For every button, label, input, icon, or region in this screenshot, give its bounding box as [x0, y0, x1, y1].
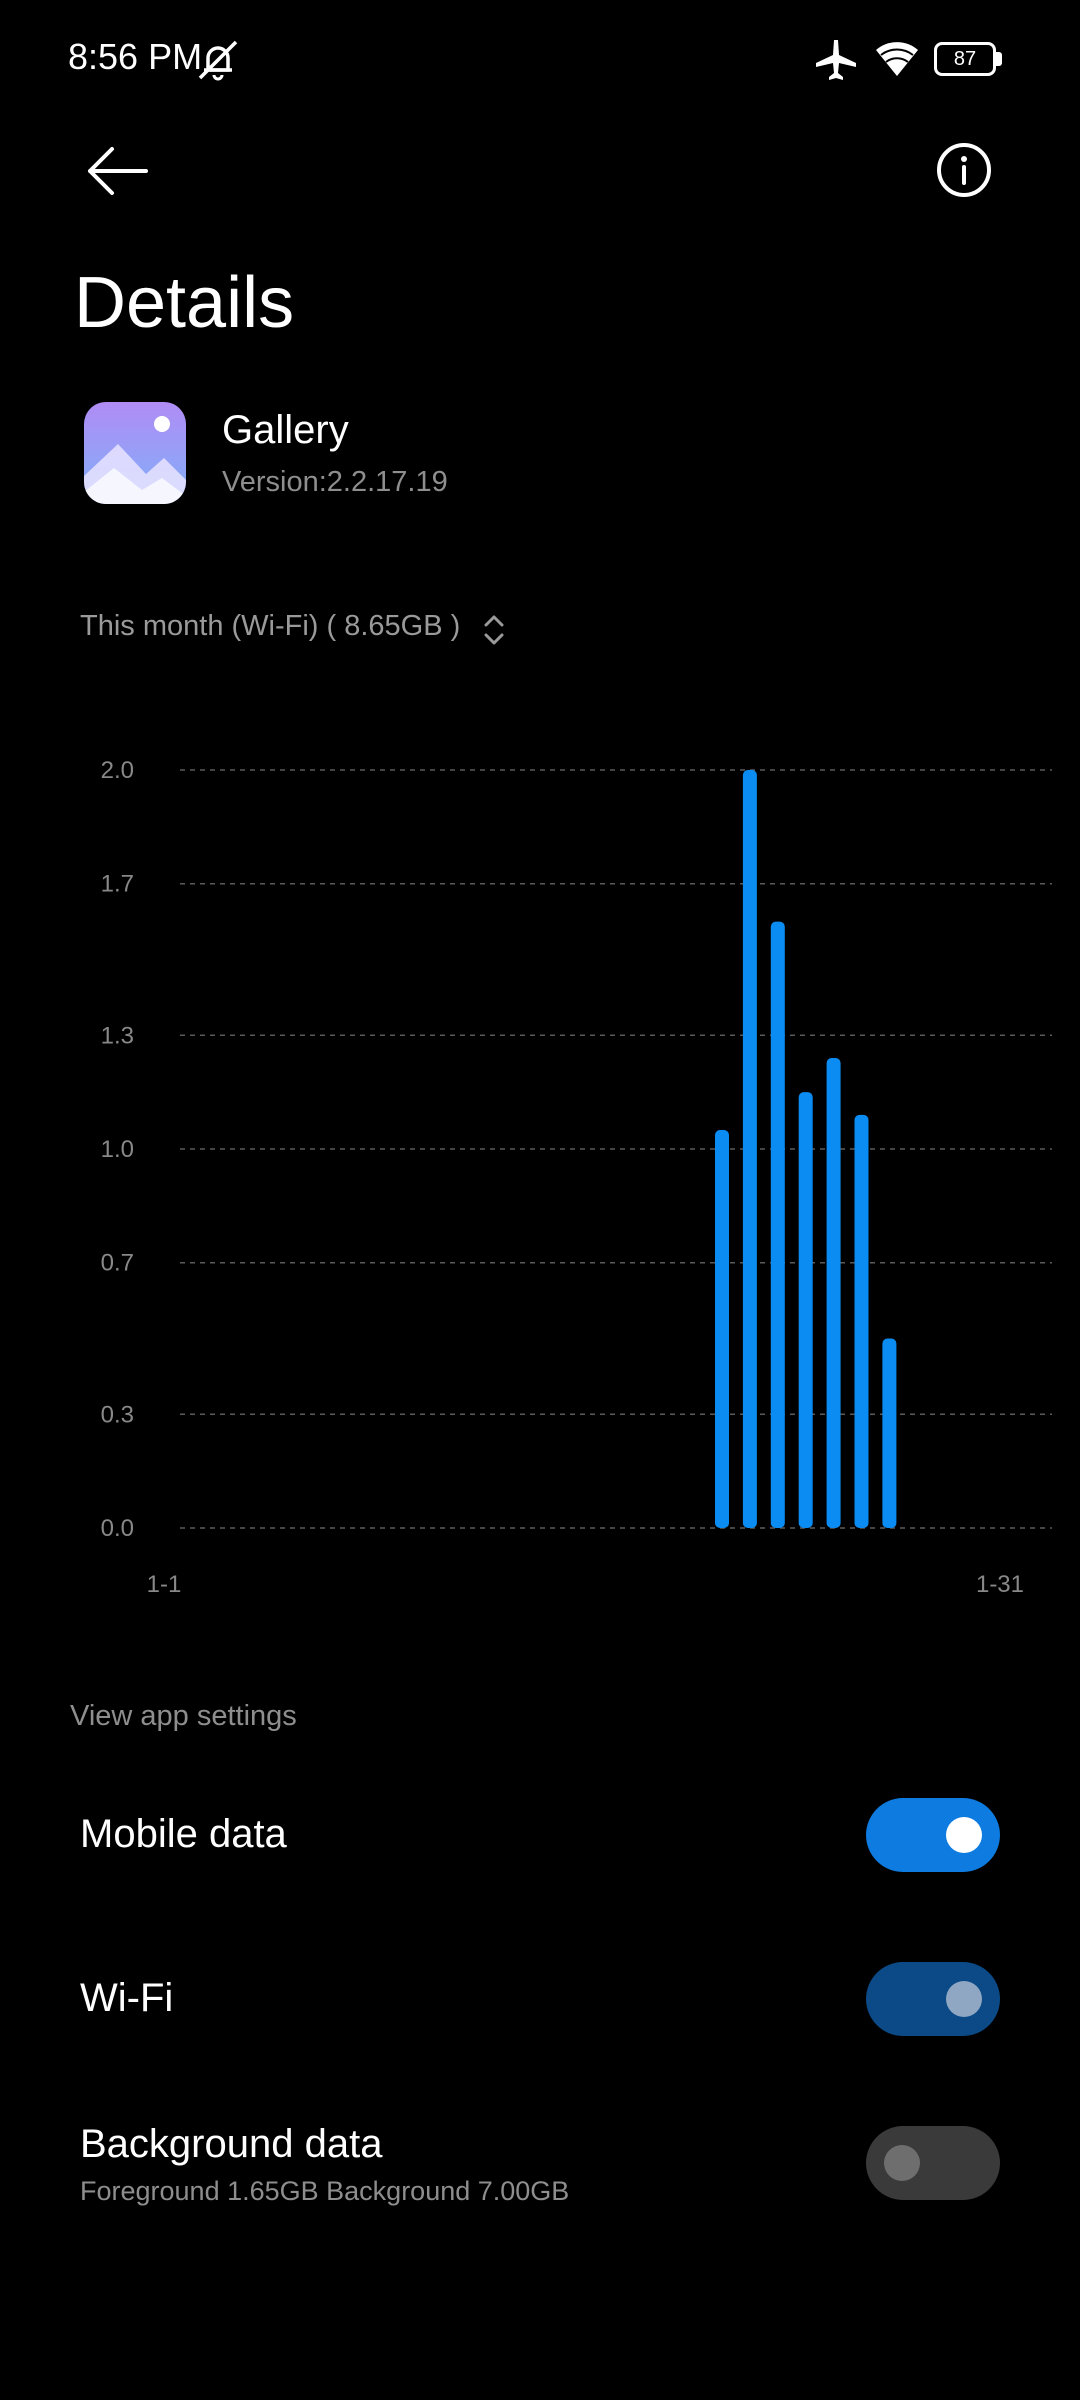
mobile-data-toggle[interactable] [866, 1798, 1000, 1872]
y-tick-label: 1.0 [101, 1136, 134, 1163]
usage-bar [770, 921, 785, 1528]
toggle-knob [946, 1981, 982, 2017]
y-tick-label: 0.3 [101, 1401, 134, 1428]
airplane-icon [816, 40, 856, 80]
info-icon[interactable] [936, 142, 992, 198]
mobile-data-label: Mobile data [80, 1812, 287, 1856]
page-title: Details [74, 263, 295, 343]
usage-bar [826, 1058, 841, 1528]
y-tick-label: 1.7 [101, 871, 134, 898]
wifi-toggle[interactable] [866, 1962, 1000, 2036]
battery-level: 87 [953, 48, 977, 70]
bell-muted-icon [198, 40, 238, 81]
toggle-knob [946, 1817, 982, 1853]
back-arrow-icon[interactable] [84, 140, 150, 202]
background-data-label: Background data [80, 2122, 383, 2166]
x-tick-label: 1-1 [147, 1571, 182, 1598]
background-data-toggle[interactable] [866, 2126, 1000, 2200]
expand-arrows-icon [484, 615, 504, 645]
y-tick-label: 2.0 [101, 757, 134, 784]
wifi-icon [876, 42, 918, 76]
app-name: Gallery [222, 408, 349, 452]
usage-bar [715, 1130, 729, 1528]
x-tick-label: 1-31 [976, 1571, 1024, 1598]
usage-chart: 0.0 0.3 0.7 1.0 1.3 1.7 2.0 1-1 1-31 [101, 757, 1052, 1598]
app-version: Version:2.2.17.19 [222, 466, 448, 498]
view-app-settings-link[interactable]: View app settings [70, 1700, 297, 1732]
wifi-label: Wi-Fi [80, 1976, 174, 2020]
background-data-sub: Foreground 1.65GB Background 7.00GB [80, 2176, 570, 2206]
usage-bar [882, 1338, 897, 1528]
y-tick-label: 0.0 [101, 1515, 134, 1542]
gallery-app-icon [84, 402, 186, 504]
period-selector[interactable]: This month (Wi-Fi) ( 8.65GB ) [80, 610, 504, 650]
battery-icon: 87 [934, 42, 1004, 76]
usage-bar [742, 770, 757, 1528]
usage-bar [798, 1092, 813, 1528]
status-time: 8:56 PM [68, 36, 203, 77]
period-label: This month (Wi-Fi) ( 8.65GB ) [80, 610, 461, 642]
usage-bar [854, 1114, 869, 1528]
y-tick-label: 1.3 [101, 1022, 134, 1049]
toggle-knob [884, 2145, 920, 2181]
y-tick-label: 0.7 [101, 1250, 134, 1277]
